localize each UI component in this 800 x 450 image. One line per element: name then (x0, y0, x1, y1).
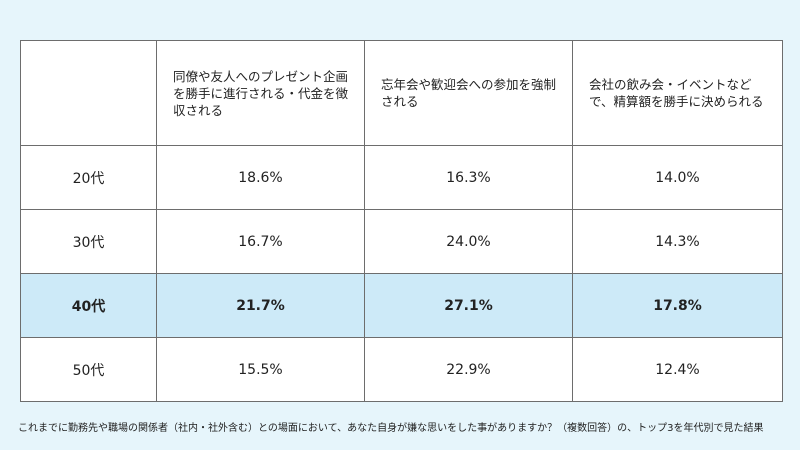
column-header-settlement-amount: 会社の飲み会・イベントなどで、精算額を勝手に決められる (572, 40, 783, 146)
value-cell: 15.5% (156, 337, 365, 402)
value-cell: 27.1% (364, 273, 573, 338)
column-header-label: 同僚や友人へのプレゼント企画を勝手に進行される・代金を徴収される (173, 68, 349, 118)
header-row: 同僚や友人へのプレゼント企画を勝手に進行される・代金を徴収される 忘年会や歓迎会… (20, 40, 783, 146)
value-cell: 12.4% (572, 337, 783, 402)
table-row-30s: 30代 16.7% 24.0% 14.3% (20, 209, 783, 274)
table-row-40s-highlighted: 40代 21.7% 27.1% 17.8% (20, 273, 783, 338)
value-cell: 16.7% (156, 209, 365, 274)
corner-cell (20, 40, 157, 146)
column-header-present-collection: 同僚や友人へのプレゼント企画を勝手に進行される・代金を徴収される (156, 40, 365, 146)
age-cell: 40代 (20, 273, 157, 338)
value-cell: 21.7% (156, 273, 365, 338)
age-cell: 20代 (20, 145, 157, 210)
value-cell: 18.6% (156, 145, 365, 210)
column-header-label: 忘年会や歓迎会への参加を強制される (381, 77, 557, 109)
value-cell: 16.3% (364, 145, 573, 210)
value-cell: 22.9% (364, 337, 573, 402)
value-cell: 24.0% (364, 209, 573, 274)
value-cell: 14.3% (572, 209, 783, 274)
survey-results-table: 同僚や友人へのプレゼント企画を勝手に進行される・代金を徴収される 忘年会や歓迎会… (20, 40, 783, 402)
table-row-50s: 50代 15.5% 22.9% 12.4% (20, 337, 783, 402)
footnote: これまでに勤務先や職場の関係者（社内・社外含む）との場面において、あなた自身が嫌… (18, 423, 764, 434)
table-row-20s: 20代 18.6% 16.3% 14.0% (20, 145, 783, 210)
column-header-label: 会社の飲み会・イベントなどで、精算額を勝手に決められる (589, 77, 764, 109)
value-cell: 17.8% (572, 273, 783, 338)
age-cell: 30代 (20, 209, 157, 274)
value-cell: 14.0% (572, 145, 783, 210)
column-header-forced-party: 忘年会や歓迎会への参加を強制される (364, 40, 573, 146)
age-cell: 50代 (20, 337, 157, 402)
